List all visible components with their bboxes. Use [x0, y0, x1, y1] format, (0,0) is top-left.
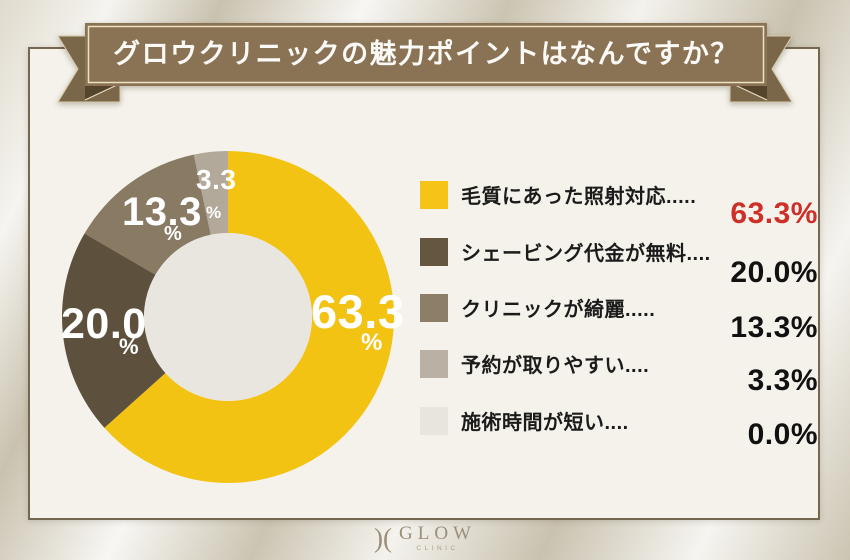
legend-label: 予約が取りやすい.... — [461, 355, 650, 377]
legend-swatch — [420, 237, 448, 266]
slice-label-3-percent: % — [164, 223, 183, 245]
slice-label-4: 3.3 — [196, 164, 237, 195]
logo-subtext: CLINIC — [416, 545, 459, 552]
legend-row: 予約が取りやすい.... — [420, 349, 649, 378]
logo-text: GLOW — [399, 523, 476, 544]
footer: )( GLOW CLINIC — [0, 524, 850, 552]
slice-label-1-percent: % — [361, 329, 383, 356]
slice-label-2-percent: % — [119, 334, 140, 359]
donut-hole — [144, 233, 312, 401]
donut-slice-2 — [62, 233, 166, 428]
legend-row: シェービング代金が無料.... — [420, 237, 711, 266]
ribbon-band-trim — [87, 25, 765, 84]
legend-swatch — [420, 349, 448, 378]
legend-label: クリニックが綺麗..... — [461, 299, 656, 321]
donut-slice-1 — [104, 151, 395, 483]
slice-label-3: 13.3 — [122, 190, 202, 234]
legend-row: クリニックが綺麗..... — [420, 293, 655, 322]
legend-label: 毛質にあった照射対応..... — [461, 186, 697, 208]
logo-mark-icon: )( — [374, 522, 392, 553]
legend-swatch — [420, 293, 448, 322]
legend-value: 0.0% — [747, 418, 818, 451]
donut-slice-4 — [193, 151, 228, 235]
legend-value: 20.0% — [730, 256, 818, 289]
legend-swatch — [420, 406, 448, 435]
slice-label-2: 20.0 — [61, 300, 147, 348]
legend-value: 3.3% — [747, 364, 818, 397]
donut-chart — [62, 151, 395, 483]
donut-slice-3 — [84, 154, 211, 275]
legend-value: 13.3% — [730, 311, 818, 344]
legend-swatch — [420, 180, 448, 209]
legend-label: シェービング代金が無料.... — [461, 243, 711, 265]
ribbon-band — [85, 23, 767, 86]
clinic-logo: )( GLOW CLINIC — [374, 524, 476, 552]
legend-row: 施術時間が短い.... — [420, 406, 629, 435]
legend-label: 施術時間が短い.... — [461, 412, 629, 434]
slice-label-4-percent: % — [206, 203, 222, 222]
legend-value: 63.3% — [730, 197, 818, 230]
legend-row: 毛質にあった照射対応..... — [420, 180, 696, 209]
slice-label-1: 63.3 — [311, 285, 405, 338]
ribbon-left-fold-edge — [84, 84, 118, 101]
ribbon-right-fold-edge — [734, 84, 768, 101]
ribbon-banner — [57, 23, 793, 103]
page-title: グロウクリニックの魅力ポイントはなんですか？ — [113, 39, 739, 69]
